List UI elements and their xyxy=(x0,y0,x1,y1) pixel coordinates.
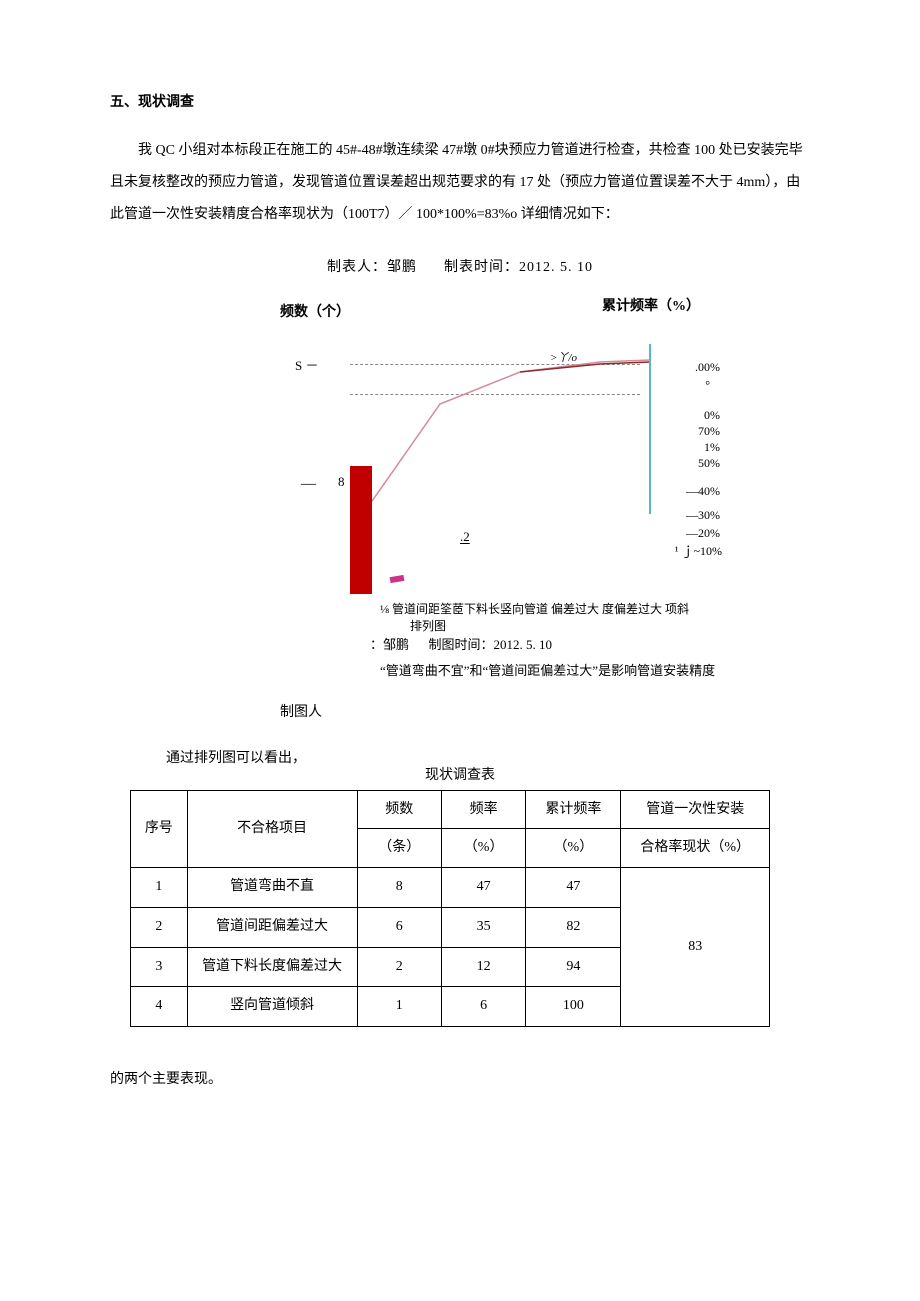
intro-paragraph: 我 QC 小组对本标段正在施工的 45#-48#墩连续梁 47#墩 0#块预应力… xyxy=(110,135,810,232)
survey-table: 序号 不合格项目 频数 频率 累计频率 管道一次性安装 （条） （%） （%） … xyxy=(130,790,770,1027)
y-tick-8: 8 xyxy=(338,470,345,495)
th-rate-b: （%） xyxy=(441,828,525,868)
bar-1 xyxy=(350,466,372,594)
r-pct-deg: ° xyxy=(705,374,710,397)
cell-rate: 6 xyxy=(441,987,525,1027)
meta-author-label: 制表人： xyxy=(327,260,387,275)
cell-no: 2 xyxy=(131,907,188,947)
final-line: 的两个主要表现。 xyxy=(110,1067,810,1094)
chart-conclusion: “管道弯曲不宜”和“管道间距偏差过大”是影响管道安装精度 xyxy=(380,659,715,684)
th-pass-a: 管道一次性安装 xyxy=(621,790,770,828)
cell-rate: 47 xyxy=(441,868,525,908)
bar-2-stub xyxy=(390,575,405,583)
th-no: 序号 xyxy=(131,790,188,868)
cell-rate: 35 xyxy=(441,907,525,947)
axis-right-label: 累计频率（%） xyxy=(602,294,700,321)
credit-time: 2012. 5. 10 xyxy=(494,637,553,652)
th-rate-a: 频率 xyxy=(441,790,525,828)
cell-item: 管道弯曲不直 xyxy=(187,868,357,908)
y-tick-s: S － xyxy=(295,354,318,379)
cell-rate: 12 xyxy=(441,947,525,987)
cell-pass-merged: 83 xyxy=(621,868,770,1026)
th-freq-a: 频数 xyxy=(357,790,441,828)
cell-cum: 82 xyxy=(526,907,621,947)
credit-time-label: 制图时间： xyxy=(429,637,494,652)
chart-credit: ：邹鹏 制图时间：2012. 5. 10 xyxy=(370,633,552,658)
r-pct-10: ¹ ｊ~10% xyxy=(675,540,722,563)
value-point-2: .2 xyxy=(460,525,470,550)
cell-freq: 1 xyxy=(357,987,441,1027)
th-cum-b: （%） xyxy=(526,828,621,868)
meta-author: 邹鹏 xyxy=(387,260,417,275)
table-header-row: 序号 不合格项目 频数 频率 累计频率 管道一次性安装 xyxy=(131,790,770,828)
cell-item: 管道下料长度偏差过大 xyxy=(187,947,357,987)
axis-left-label: 频数（个） xyxy=(280,300,350,327)
pareto-chart: 频数（个） 累计频率（%） S － — 8 >丫/o .2 .00% ° 0% … xyxy=(180,294,740,674)
meta-time-label: 制表时间： xyxy=(444,260,519,275)
credit-name: 邹鹏 xyxy=(383,637,409,652)
cumulative-line xyxy=(350,344,660,514)
r-pct-40: —40% xyxy=(686,480,720,503)
cell-item: 竖向管道倾斜 xyxy=(187,987,357,1027)
section-heading: 五、现状调查 xyxy=(110,90,810,117)
cell-freq: 8 xyxy=(357,868,441,908)
th-freq-b: （条） xyxy=(357,828,441,868)
table-row: 1 管道弯曲不直 8 47 47 83 xyxy=(131,868,770,908)
cell-freq: 6 xyxy=(357,907,441,947)
cell-cum: 94 xyxy=(526,947,621,987)
meta-time: 2012. 5. 10 xyxy=(519,260,593,275)
cell-cum: 100 xyxy=(526,987,621,1027)
cell-no: 1 xyxy=(131,868,188,908)
cell-no: 3 xyxy=(131,947,188,987)
cell-no: 4 xyxy=(131,987,188,1027)
table-meta-line: 制表人：邹鹏 制表时间：2012. 5. 10 xyxy=(110,255,810,282)
cell-freq: 2 xyxy=(357,947,441,987)
th-item: 不合格项目 xyxy=(187,790,357,868)
y-tick-dash: — xyxy=(301,470,316,499)
credit-prefix: ： xyxy=(370,637,383,652)
cell-cum: 47 xyxy=(526,868,621,908)
th-cum-a: 累计频率 xyxy=(526,790,621,828)
maker-label: 制图人 xyxy=(280,700,810,727)
th-pass-b: 合格率现状（%） xyxy=(621,828,770,868)
cell-item: 管道间距偏差过大 xyxy=(187,907,357,947)
r-pct-50: 50% xyxy=(698,452,720,475)
